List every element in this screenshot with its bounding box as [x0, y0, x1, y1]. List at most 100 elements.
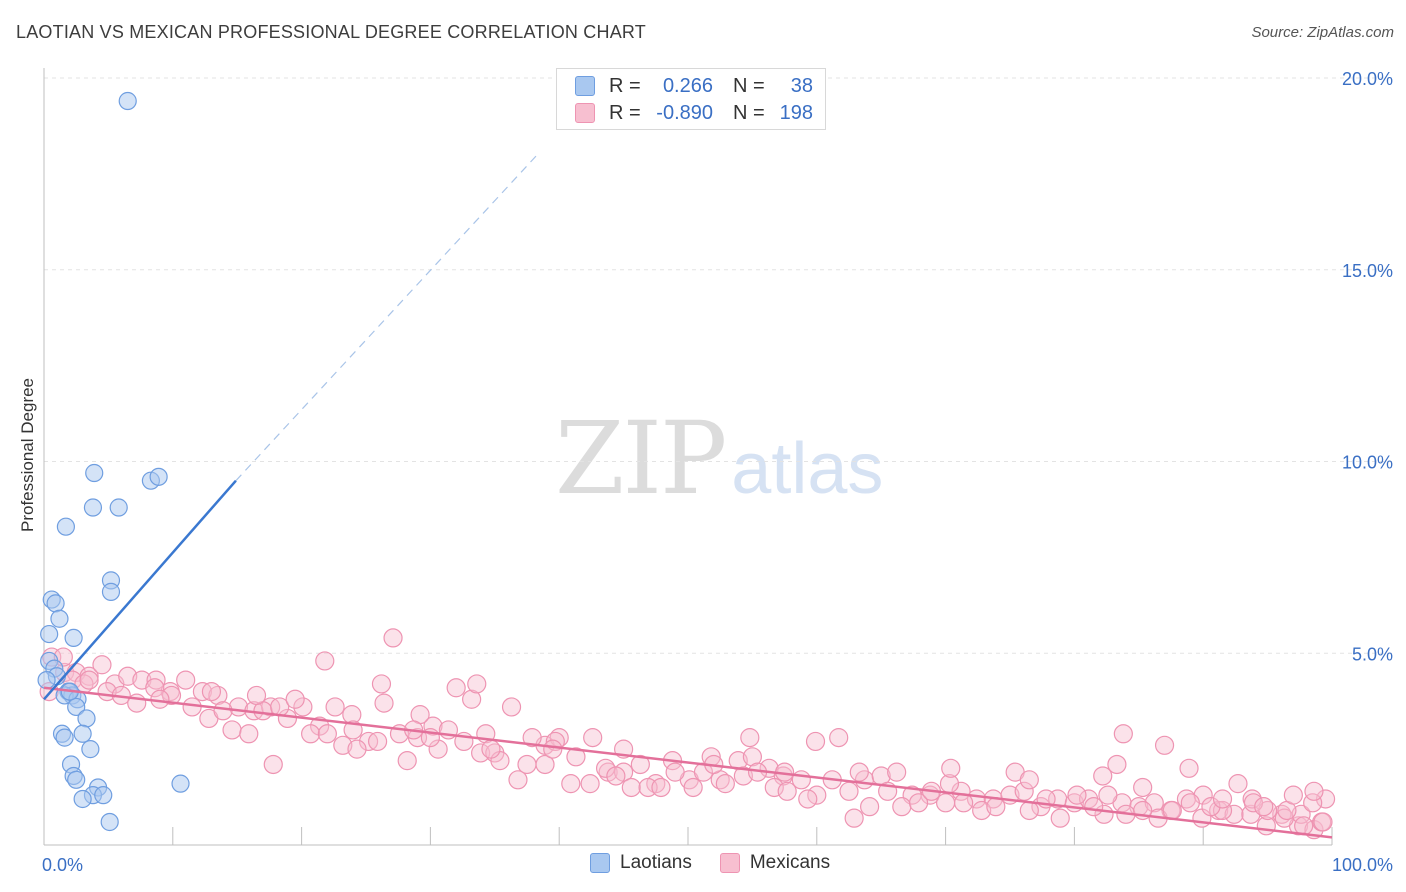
series-legend: Laotians Mexicans: [590, 852, 858, 874]
legend-item-laotians[interactable]: Laotians: [590, 852, 692, 874]
mexican-point: [1313, 812, 1333, 832]
mexican-point: [145, 678, 165, 698]
mexican-point: [1228, 774, 1248, 794]
mexican-point: [561, 774, 581, 794]
mexican-point: [986, 797, 1006, 817]
laotian-point: [55, 728, 74, 747]
legend-label-laotians: Laotians: [620, 852, 692, 873]
laotian-point: [40, 624, 59, 644]
mexican-point: [665, 762, 685, 782]
mexican-point: [583, 728, 603, 748]
mexican-point: [343, 720, 363, 740]
watermark-atlas: atlas: [731, 429, 884, 509]
mexican-point: [367, 731, 388, 752]
mexican-point: [161, 685, 182, 706]
mexican-point: [481, 739, 501, 759]
mexican-point: [1113, 724, 1133, 744]
mexican-point: [423, 716, 443, 736]
laotian-point: [100, 812, 119, 832]
mexican-point: [829, 728, 849, 748]
mexican-point: [595, 758, 616, 778]
mexican-point: [325, 697, 345, 717]
mexican-point: [1254, 797, 1274, 817]
laotian-point: [50, 609, 69, 628]
mexican-point: [892, 797, 912, 817]
legend-row-mexicans: R = -0.890 N = 198: [575, 100, 813, 126]
laotian-point: [64, 628, 83, 648]
mexican-point: [277, 708, 298, 729]
mexican-swatch: [575, 103, 595, 123]
mexican-point: [566, 747, 586, 767]
mexican-point: [941, 758, 961, 778]
mexican-point: [1162, 800, 1182, 821]
mexican-point: [428, 739, 448, 759]
laotian-point: [85, 463, 104, 483]
mexican-point: [1224, 804, 1244, 824]
mexican-point: [733, 766, 753, 786]
mexican-point: [146, 670, 166, 690]
laotian-point: [56, 517, 75, 536]
mexican-point: [1067, 785, 1087, 805]
laotian-point: [83, 498, 103, 517]
mexican-point: [222, 720, 242, 740]
laotian-point: [77, 709, 96, 728]
mexican-point: [508, 770, 528, 790]
mexican-point: [1098, 785, 1118, 805]
legend-r-label: R =: [609, 74, 641, 97]
y-tick-label: 20.0%: [1342, 69, 1393, 89]
mexican-point: [285, 689, 305, 709]
mexican-point: [839, 781, 859, 801]
laotian-point: [81, 740, 100, 759]
y-tick-label: 15.0%: [1342, 261, 1393, 281]
mexican-point: [471, 743, 491, 763]
mexican-point: [1144, 793, 1164, 813]
mexican-point: [522, 728, 542, 748]
mexican-point: [972, 800, 992, 821]
laotian-point: [118, 91, 137, 111]
zipatlas-watermark: ZIPatlas: [555, 400, 883, 517]
laotian-point: [73, 724, 92, 743]
legend-label-mexicans: Mexicans: [749, 852, 831, 873]
mexican-point: [543, 739, 563, 759]
laotian-trend-line: [43, 479, 237, 701]
laotian-point: [46, 594, 65, 613]
mexican-point: [651, 777, 671, 798]
mexican-point: [397, 751, 417, 771]
laotian-point: [94, 786, 113, 805]
stats-legend: R = 0.266 N = 38 R = -0.890 N = 198: [556, 68, 826, 130]
mexican-point: [317, 724, 337, 744]
laotian-point: [37, 670, 56, 690]
mexican-point: [1304, 781, 1324, 801]
mexican-point: [742, 747, 763, 767]
mexican-point: [92, 655, 112, 675]
mexican-point: [315, 651, 335, 671]
laotian-point: [149, 467, 168, 486]
mexican-point: [777, 781, 797, 801]
mexican-point: [201, 681, 222, 702]
mexican-point: [239, 724, 259, 744]
legend-item-mexicans[interactable]: Mexicans: [719, 852, 831, 874]
mexican-point: [176, 670, 196, 690]
legend-r-value: -0.890: [656, 101, 713, 124]
laotian-point: [101, 582, 121, 601]
mexican-point: [79, 670, 99, 690]
mexican-point: [798, 789, 818, 809]
mexican-point: [908, 793, 929, 813]
mexican-point: [606, 766, 626, 786]
laotian-swatch: [575, 76, 595, 96]
laotian-point: [171, 774, 190, 793]
chart-title: LAOTIAN VS MEXICAN PROFESSIONAL DEGREE C…: [16, 22, 646, 42]
mexican-point: [333, 735, 353, 755]
mexican-swatch: [719, 853, 740, 873]
mexican-point: [805, 731, 826, 752]
legend-row-laotians: R = 0.266 N = 38: [575, 73, 813, 99]
mexican-point: [374, 693, 394, 713]
mexican-point: [371, 674, 392, 694]
legend-n-label: N =: [733, 74, 765, 97]
mexican-point: [118, 666, 138, 686]
source-label: Source: ZipAtlas.com: [1251, 24, 1394, 41]
mexican-point: [301, 724, 321, 744]
mexican-point: [446, 678, 466, 698]
legend-r-value: 0.266: [662, 74, 713, 97]
